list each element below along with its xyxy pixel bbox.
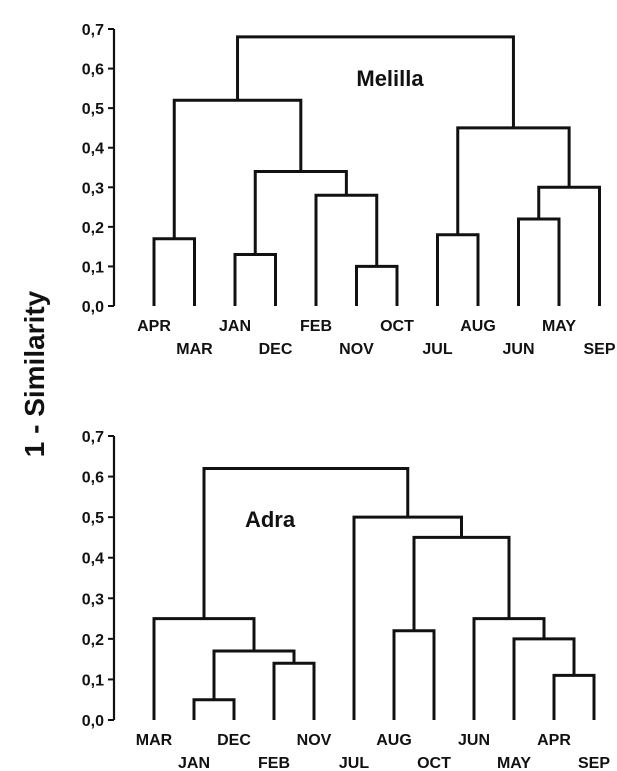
dendrogram-link: [512, 637, 576, 720]
dendrogram-link: [537, 185, 601, 306]
leaf-label: NOV: [339, 341, 374, 358]
leaf-label: JUL: [339, 755, 369, 771]
leaf-label: AUG: [376, 732, 412, 749]
y-tick-label: 0,1: [82, 672, 104, 689]
dendrogram-link: [253, 169, 348, 255]
y-tick-label: 0,1: [82, 259, 104, 276]
y-tick-label: 0,7: [82, 429, 104, 446]
y-tick-label: 0,6: [82, 62, 104, 79]
dendrogram-link: [236, 35, 515, 128]
y-tick-label: 0,4: [82, 141, 104, 158]
y-tick-label: 0,0: [82, 299, 104, 316]
leaf-label: JUN: [458, 732, 490, 749]
leaf-label: NOV: [297, 732, 332, 749]
leaf-label: JUN: [502, 341, 534, 358]
dendrogram-link: [517, 217, 561, 306]
dendrogram-link: [152, 617, 256, 720]
dendrogram-link: [172, 98, 303, 239]
leaf-label: JUL: [422, 341, 452, 358]
melilla-title: Melilla: [356, 66, 424, 91]
leaf-label: DEC: [259, 341, 293, 358]
y-tick-label: 0,3: [82, 180, 104, 197]
dendrogram-link: [212, 649, 296, 700]
leaf-label: JAN: [178, 755, 210, 771]
dendrogram-link: [202, 466, 410, 619]
y-tick-label: 0,7: [82, 22, 104, 39]
leaf-label: FEB: [258, 755, 290, 771]
adra-title: Adra: [245, 507, 296, 532]
y-tick-label: 0,2: [82, 632, 104, 649]
leaf-label: SEP: [578, 755, 610, 771]
dendrogram-link: [436, 233, 480, 306]
leaf-label: DEC: [217, 732, 251, 749]
dendrogram-link: [392, 629, 436, 720]
y-tick-label: 0,5: [82, 101, 104, 118]
leaf-label: AUG: [460, 318, 496, 335]
y-tick-label: 0,6: [82, 470, 104, 487]
y-tick-label: 0,3: [82, 591, 104, 608]
leaf-label: SEP: [583, 341, 615, 358]
dendrogram-link: [192, 698, 236, 720]
leaf-label: OCT: [417, 755, 451, 771]
leaf-label: MAR: [176, 341, 213, 358]
leaf-label: MAR: [136, 732, 173, 749]
dendrogram-link: [233, 253, 277, 306]
leaf-label: MAY: [497, 755, 531, 771]
leaf-label: JAN: [219, 318, 251, 335]
y-tick-label: 0,0: [82, 713, 104, 730]
leaf-label: APR: [537, 732, 571, 749]
y-tick-label: 0,5: [82, 510, 104, 527]
leaf-label: APR: [137, 318, 171, 335]
adra-panel: Adra 0,0 0,1 0,2 0,3 0,4 0,5 0,6 0,7 MAR JAN DEC FE…: [82, 429, 611, 771]
dendrogram-link: [456, 126, 571, 235]
leaf-label: FEB: [300, 318, 332, 335]
melilla-panel: Melilla 0,0 0,1 0,2 0,3 0,4 0,5 0,6 0,7 APR MAR JA…: [82, 22, 616, 358]
dendrogram-link: [355, 264, 399, 306]
dendrogram-link: [314, 193, 379, 306]
y-tick-label: 0,4: [82, 551, 104, 568]
dendrogram-link: [272, 661, 316, 720]
leaf-label: OCT: [380, 318, 414, 335]
y-axis-label: 1 - Similarity: [19, 290, 50, 457]
dendrogram-link: [412, 535, 511, 631]
dendrogram-link: [552, 673, 596, 720]
dendrogram-link: [352, 515, 463, 720]
y-tick-label: 0,2: [82, 220, 104, 237]
leaf-label: MAY: [542, 318, 576, 335]
dendrogram-link: [472, 617, 546, 720]
dendrogram-link: [152, 237, 196, 306]
